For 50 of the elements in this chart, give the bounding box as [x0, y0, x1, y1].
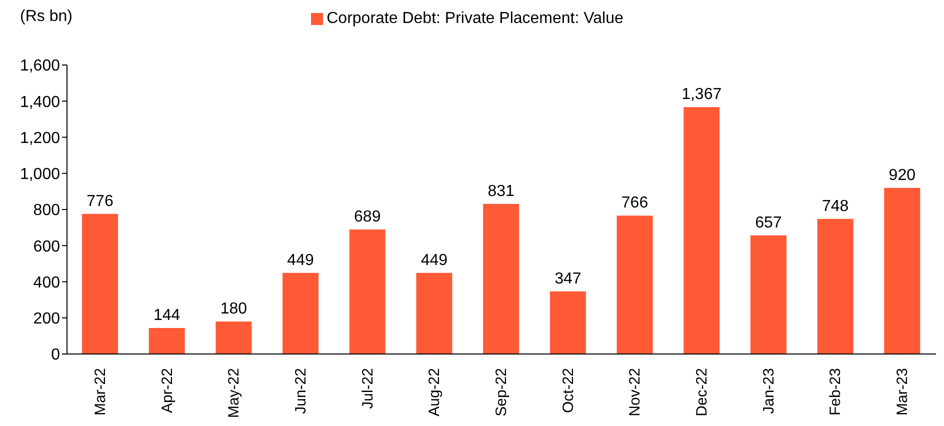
bar	[282, 272, 319, 354]
y-tick-label: 1,600	[20, 58, 60, 75]
text: 920	[888, 166, 916, 184]
x-tick-label: Apr-22	[158, 368, 176, 414]
y-tick-label: 600	[33, 238, 60, 256]
x-tick-label: Aug-22	[426, 368, 444, 416]
bar	[416, 272, 452, 354]
bar	[616, 216, 653, 354]
x-tick-label: Feb-23	[827, 368, 844, 416]
bar	[349, 230, 386, 354]
y-tick-label: 400	[33, 274, 60, 292]
y-tick-label: 1,200	[20, 130, 60, 147]
x-tick-label: Dec-22	[694, 368, 711, 416]
x-tick-label: Sep-22	[493, 368, 510, 416]
y-tick-label: 0	[51, 346, 60, 364]
x-tick-label: Mar-23	[894, 368, 912, 416]
bar	[750, 235, 786, 354]
x-tick-label: Mar-22	[92, 368, 109, 416]
text: 689	[354, 208, 381, 226]
text: 748	[822, 198, 849, 215]
bar	[817, 218, 854, 354]
y-axis-title: (Rs bn)	[20, 8, 72, 26]
bar	[483, 204, 520, 354]
bar	[550, 291, 586, 354]
x-tick-label: Jul-22	[359, 368, 376, 409]
x-tick-label: Nov-22	[626, 368, 644, 416]
text: 449	[420, 252, 448, 269]
bar	[216, 321, 252, 354]
bar	[684, 107, 720, 354]
bar	[82, 214, 118, 354]
x-tick-label: Jun-22	[292, 368, 310, 414]
text: 766	[621, 194, 648, 212]
y-tick-label: 200	[33, 310, 60, 328]
bar	[884, 188, 920, 354]
text: 180	[220, 300, 248, 318]
legend-label: Corporate Debt: Private Placement: Value	[326, 10, 624, 27]
text: 776	[86, 192, 114, 210]
text: 831	[488, 182, 514, 200]
y-tick-label: 800	[33, 202, 60, 220]
y-tick-label: 1,400	[20, 94, 60, 111]
text: 449	[287, 252, 314, 269]
x-tick-label: May-22	[226, 368, 243, 418]
x-tick-label: Jan-23	[760, 368, 778, 414]
bar	[148, 328, 185, 354]
y-tick-label: 1,000	[20, 166, 60, 184]
text: 347	[554, 270, 582, 288]
text: 1,367	[682, 86, 722, 104]
text: 144	[153, 306, 180, 324]
x-tick-label: Oct-22	[560, 368, 577, 414]
text: 657	[755, 214, 782, 232]
